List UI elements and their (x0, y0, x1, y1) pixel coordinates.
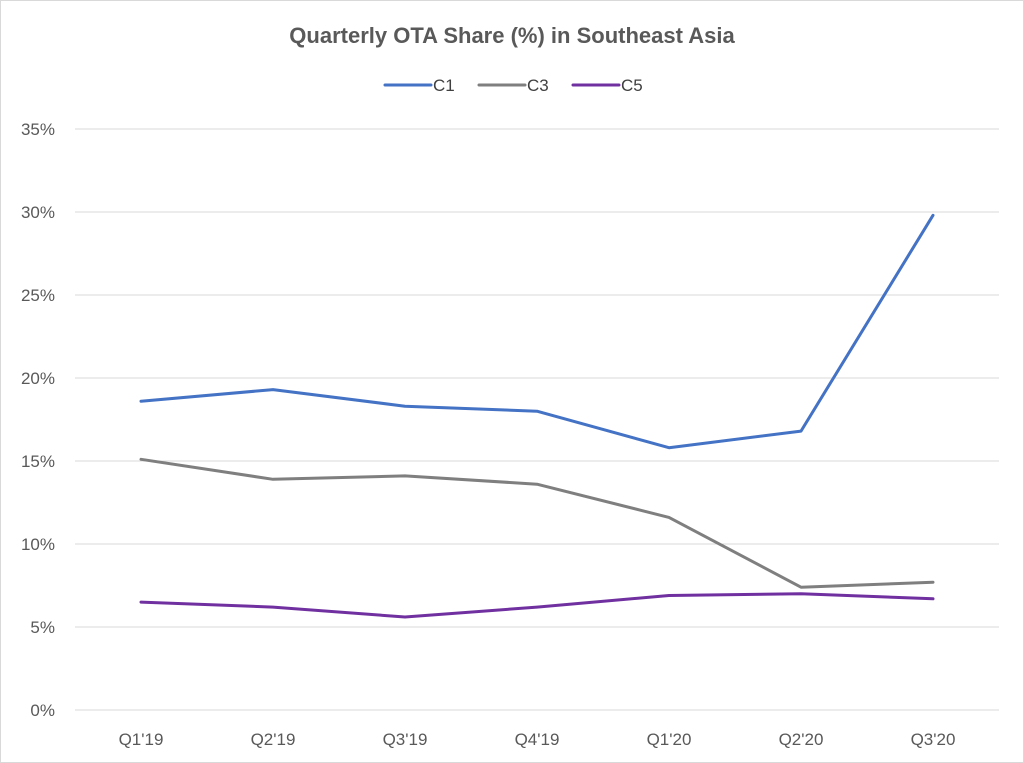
legend-label: C5 (621, 76, 643, 95)
x-tick-label: Q1'19 (119, 730, 164, 749)
series-line-c3 (139, 457, 935, 589)
y-tick-label: 0% (30, 701, 55, 720)
y-tick-label: 15% (21, 452, 55, 471)
x-tick-label: Q2'19 (251, 730, 296, 749)
chart-title: Quarterly OTA Share (%) in Southeast Asi… (289, 23, 735, 48)
series-line-c5 (139, 592, 935, 619)
legend-item-c3: C3 (477, 76, 549, 95)
x-tick-label: Q3'19 (383, 730, 428, 749)
gridlines (75, 128, 999, 711)
legend-label: C3 (527, 76, 549, 95)
y-tick-label: 25% (21, 286, 55, 305)
y-tick-label: 30% (21, 203, 55, 222)
x-tick-label: Q2'20 (779, 730, 824, 749)
legend: C1 C3 C5 (383, 76, 643, 95)
x-axis-ticks: Q1'19 Q2'19 Q3'19 Q4'19 Q1'20 Q2'20 Q3'20 (119, 730, 956, 749)
x-tick-label: Q4'19 (515, 730, 560, 749)
y-tick-label: 35% (21, 120, 55, 139)
x-tick-label: Q1'20 (647, 730, 692, 749)
legend-label: C1 (433, 76, 455, 95)
y-tick-label: 20% (21, 369, 55, 388)
series-lines (139, 213, 935, 619)
x-tick-label: Q3'20 (911, 730, 956, 749)
legend-item-c5: C5 (571, 76, 643, 95)
y-tick-label: 5% (30, 618, 55, 637)
y-axis-ticks: 0% 5% 10% 15% 20% 25% 30% 35% (21, 120, 55, 720)
y-tick-label: 10% (21, 535, 55, 554)
legend-item-c1: C1 (383, 76, 455, 95)
series-line-c1 (139, 213, 935, 450)
